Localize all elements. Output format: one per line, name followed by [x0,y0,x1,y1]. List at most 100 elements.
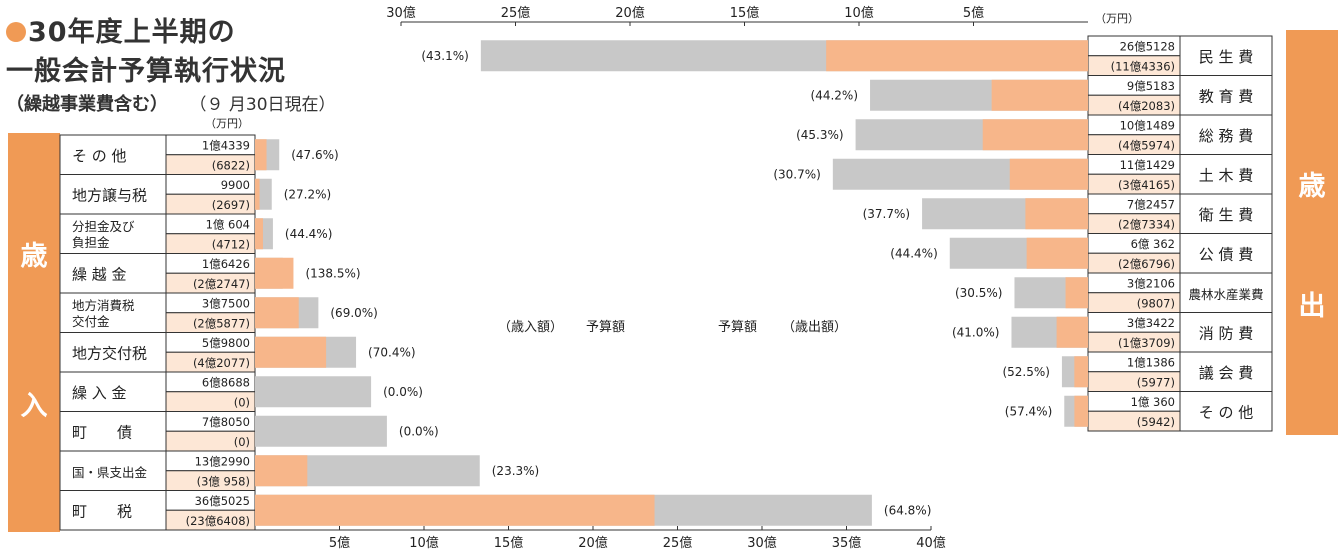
revenue-executed-value: (6822) [212,158,250,172]
revenue-percent-label: (0.0%) [399,424,439,438]
chart-title: 30年度上半期の 一般会計予算執行状況 （繰越事業費含む） （９ 月30日現在） [6,10,336,116]
revenue-percent-label: (27.2%) [284,187,331,201]
expenditure-row-label: 民 生 費 [1199,48,1254,66]
expenditure-x-tick-label: 25億 [501,5,531,21]
title-bullet-icon [6,22,26,42]
expenditure-row-label-cell [1179,75,1273,116]
revenue-row-label-cell [59,134,167,175]
expenditure-row-label-cell [1179,391,1273,432]
revenue-budget-value: 7億8050 [202,415,250,429]
expenditure-row-label: 議 会 費 [1199,364,1254,382]
expenditure-executed-bar [1074,395,1088,427]
revenue-x-tick-label: 30億 [747,535,777,551]
title-line-2: 一般会計予算執行状況 [6,56,286,87]
expenditure-budget-value: 11億1429 [1120,158,1175,172]
expenditure-row-label-cell [1179,272,1273,313]
expenditure-side-label-top: 歳 [1299,171,1326,202]
expenditure-executed-value: (4億2083) [1118,99,1175,113]
revenue-row-label-cell [59,450,167,491]
revenue-executed-value: (0) [234,395,250,409]
revenue-side-band [8,133,60,532]
revenue-row-label: 負担金 [72,235,110,250]
revenue-budget-value: 9900 [221,178,250,192]
revenue-executed-value: (0) [234,435,250,449]
revenue-executed-value: (4億2077) [193,356,250,370]
expenditure-percent-label: (43.1%) [421,49,468,63]
expenditure-budget-value: 10億1489 [1120,119,1175,133]
revenue-row-label: 国・県支出金 [72,465,148,480]
expenditure-percent-label: (45.3%) [796,128,843,142]
expenditure-executed-value: (2億7334) [1118,217,1175,231]
expenditure-budget-value: 26億5128 [1120,40,1175,54]
revenue-row-label: そ の 他 [72,147,127,165]
expenditure-row-label: 土 木 費 [1199,166,1254,184]
expenditure-unit-label: （万円） [1095,12,1139,25]
revenue-x-tick-label: 15億 [494,535,524,551]
revenue-percent-label: (47.6%) [291,148,338,162]
expenditure-executed-value: (1億3709) [1118,336,1175,350]
revenue-row-label-cell [59,490,167,531]
revenue-budget-value: 3億7500 [202,297,250,311]
revenue-row-label-cell [59,174,167,215]
expenditure-executed-value: (5977) [1137,375,1175,389]
revenue-row-label-cell [59,213,167,254]
expenditure-percent-label: (57.4%) [1005,404,1052,418]
revenue-row-label: 分担金及び [72,219,135,234]
expenditure-budget-value: 9億5183 [1127,79,1175,93]
revenue-side-label-top: 歳 [21,241,48,272]
revenue-budget-bar [255,415,387,447]
revenue-row-label: 地方譲与税 [72,186,147,204]
revenue-executed-bar [255,257,294,289]
revenue-row-label: 町 債 [72,423,132,441]
expenditure-budget-value: 1億1386 [1127,356,1175,370]
expenditure-executed-value: (4億5974) [1118,138,1175,152]
expenditure-legend-budget: 予算額 [718,320,757,335]
expenditure-executed-bar [1025,198,1088,230]
expenditure-side-band [1286,30,1338,435]
expenditure-executed-bar [1009,158,1088,190]
expenditure-percent-label: (30.5%) [955,286,1002,300]
revenue-legend-executed: （歳入額） [498,320,563,335]
revenue-budget-value: 36億5025 [195,494,250,508]
expenditure-budget-value: 1億 360 [1131,395,1175,409]
expenditure-budget-value: 7億2457 [1127,198,1175,212]
revenue-x-tick-label: 10億 [409,535,439,551]
revenue-percent-label: (23.3%) [492,464,539,478]
revenue-percent-label: (70.4%) [368,345,415,359]
revenue-budget-bar [255,376,372,408]
expenditure-row-label: そ の 他 [1199,403,1254,421]
revenue-budget-value: 5億9800 [202,336,250,350]
revenue-executed-value: (2億5877) [193,316,250,330]
revenue-percent-label: (69.0%) [330,306,377,320]
expenditure-x-tick-label: 30億 [386,5,416,21]
expenditure-percent-label: (44.4%) [890,246,937,260]
revenue-budget-value: 1億6426 [202,257,250,271]
revenue-row-label: 地方消費税 [72,298,135,313]
expenditure-executed-value: (3億4165) [1118,178,1175,192]
revenue-x-tick-label: 35億 [832,535,862,551]
expenditure-percent-label: (37.7%) [863,207,910,221]
expenditure-x-tick-label: 15億 [730,5,760,21]
expenditure-percent-label: (52.5%) [1002,365,1049,379]
expenditure-executed-bar [991,79,1088,111]
revenue-executed-bar [255,297,299,329]
revenue-budget-value: 6億8688 [202,376,250,390]
revenue-percent-label: (44.4%) [285,227,332,241]
expenditure-budget-value: 6億 362 [1131,237,1175,251]
expenditure-executed-bar [1056,316,1088,348]
expenditure-legend-executed: （歳出額） [782,320,847,335]
as-of-date: （９ 月30日現在） [198,95,336,115]
revenue-executed-value: (2697) [212,198,250,212]
expenditure-row-label-cell [1179,154,1273,195]
expenditure-executed-bar [1065,277,1088,309]
expenditure-executed-bar [982,119,1088,151]
expenditure-executed-value: (11億4336) [1111,59,1175,73]
revenue-executed-bar [255,455,308,487]
revenue-percent-label: (0.0%) [383,385,423,399]
revenue-executed-value: (4712) [212,237,250,251]
revenue-budget-value: 1億 604 [206,218,250,232]
expenditure-percent-label: (44.2%) [811,88,858,102]
revenue-row-label-cell [59,332,167,373]
expenditure-executed-bar [1074,356,1088,388]
revenue-row-label: 交付金 [72,314,110,329]
